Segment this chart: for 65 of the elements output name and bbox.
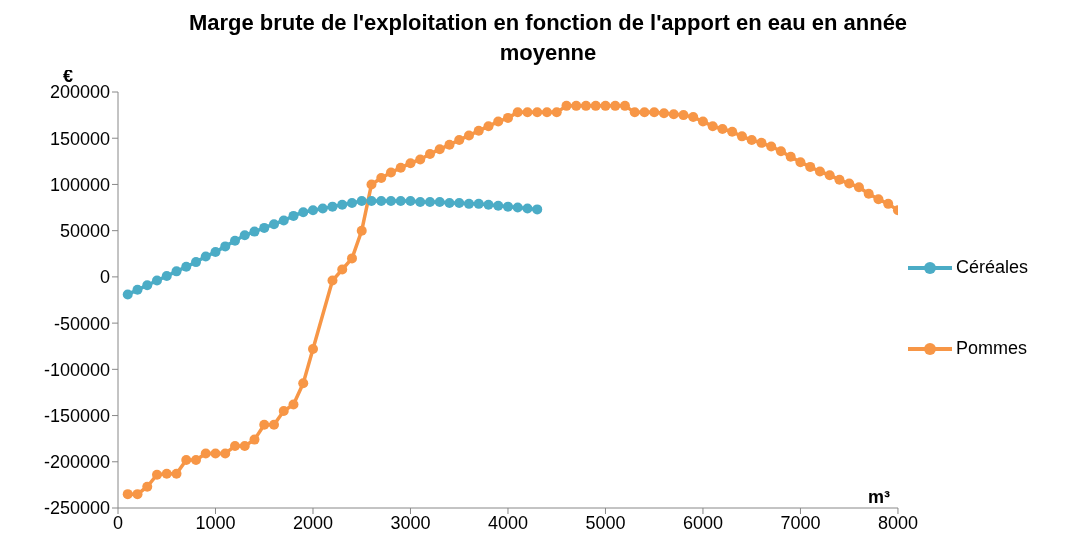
- point: [210, 246, 221, 257]
- point: [181, 261, 192, 272]
- point: [278, 215, 289, 226]
- point: [444, 197, 455, 208]
- y-tick-label: 150000: [49, 128, 110, 149]
- point: [259, 222, 270, 233]
- point: [454, 197, 465, 208]
- y-tick-label: 100000: [49, 174, 110, 195]
- point: [229, 235, 240, 246]
- point: [307, 205, 318, 216]
- point: [356, 196, 367, 207]
- point: [152, 275, 162, 286]
- point: [483, 199, 494, 210]
- point: [239, 230, 250, 241]
- x-axis-title: m³: [867, 487, 890, 508]
- x-tick-label: 3000: [390, 512, 431, 533]
- point: [220, 241, 231, 252]
- point: [376, 196, 387, 207]
- x-tick-label: 0: [112, 512, 124, 533]
- y-tick-label: -150000: [43, 405, 110, 426]
- point: [366, 196, 377, 207]
- y-tick-label: -100000: [43, 359, 110, 380]
- point: [337, 199, 348, 210]
- point: [171, 266, 182, 277]
- x-tick-label: 1000: [195, 512, 236, 533]
- y-tick-label: -200000: [43, 452, 110, 473]
- x-tick-label: 8000: [877, 512, 918, 533]
- x-tick-label: 5000: [585, 512, 626, 533]
- point: [122, 289, 133, 300]
- point: [395, 196, 406, 207]
- point: [268, 219, 279, 230]
- point: [161, 270, 172, 281]
- x-tick-label: 4000: [487, 512, 528, 533]
- point: [132, 284, 143, 295]
- chart-title: Marge brute de l'exploitation en fonction de l'apport en eau en année moyenne: [187, 9, 909, 67]
- point: [473, 198, 484, 209]
- point: [512, 202, 523, 213]
- point: [424, 197, 435, 208]
- point: [502, 201, 513, 212]
- point: [415, 197, 426, 208]
- legend-label: Pommes: [955, 338, 1027, 359]
- y-tick-label: 0: [99, 267, 110, 288]
- point: [327, 201, 338, 212]
- x-tick-label: 2000: [292, 512, 334, 533]
- legend-label: Céréales: [955, 257, 1028, 278]
- point: [298, 207, 309, 218]
- point: [142, 280, 153, 291]
- point: [522, 203, 533, 214]
- x-tick-label: 7000: [780, 512, 821, 533]
- y-tick-label: -250000: [43, 498, 110, 519]
- point: [249, 226, 260, 237]
- point: [385, 196, 396, 207]
- point: [463, 198, 474, 209]
- point: [191, 257, 201, 268]
- point: [532, 204, 543, 215]
- point: [200, 251, 211, 262]
- point: [493, 200, 504, 211]
- x-tick-label: 6000: [682, 512, 723, 533]
- point: [288, 210, 299, 221]
- point: [346, 197, 357, 208]
- point: [434, 197, 445, 208]
- y-tick-label: -50000: [53, 313, 110, 334]
- point: [405, 196, 416, 207]
- point: [317, 203, 328, 214]
- y-tick-label: 50000: [59, 221, 110, 242]
